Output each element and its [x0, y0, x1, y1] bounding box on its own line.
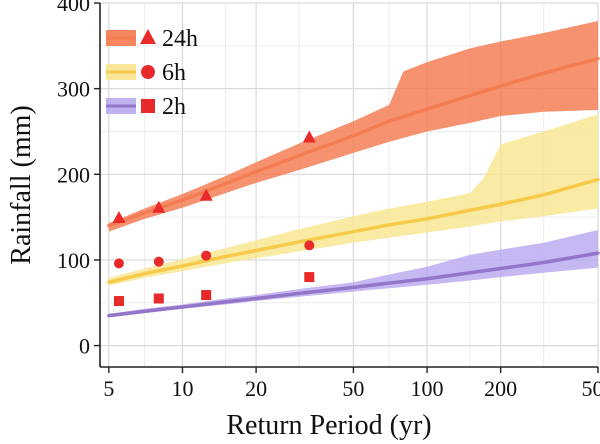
- y-tick-label: 200: [57, 162, 90, 187]
- point-2h: [113, 296, 124, 307]
- x-tick-label: 10: [171, 376, 193, 401]
- x-axis-title: Return Period (yr): [226, 410, 431, 441]
- legend-marker-24h: [140, 29, 156, 44]
- point-6h: [153, 256, 164, 267]
- point-24h: [152, 200, 166, 213]
- legend-marker-6h: [141, 65, 155, 79]
- legend-label-2h: 2h: [162, 94, 186, 120]
- x-tick-label: 50: [342, 376, 364, 401]
- legend-marker-2h: [141, 99, 155, 113]
- line-6h: [107, 177, 600, 284]
- legend: 24h 6h 2h: [106, 26, 198, 120]
- point-6h: [304, 240, 315, 251]
- band-6h: [108, 114, 599, 286]
- point-2h: [304, 272, 315, 283]
- y-tick-label: 100: [57, 248, 90, 273]
- x-tick-label: 200: [484, 376, 517, 401]
- legend-label-6h: 6h: [162, 60, 186, 86]
- x-tick-label: 5: [103, 376, 114, 401]
- line-24h: [107, 56, 600, 228]
- x-tick-label: 100: [411, 376, 444, 401]
- y-axis-title: Rainfall (mm): [6, 105, 37, 264]
- y-tick-label: 300: [57, 77, 90, 102]
- point-6h: [201, 250, 212, 261]
- point-6h: [113, 258, 124, 269]
- band-24h: [108, 20, 599, 232]
- legend-label-24h: 24h: [162, 26, 198, 52]
- point-2h: [201, 290, 212, 301]
- y-tick-label: 400: [57, 0, 90, 16]
- x-tick-label: 20: [245, 376, 267, 401]
- point-24h: [199, 188, 213, 201]
- point-2h: [153, 293, 164, 304]
- y-tick-label: 0: [79, 334, 90, 359]
- x-tick-label: 500: [582, 376, 600, 401]
- series-group: [107, 20, 600, 318]
- plot-area: [100, 2, 600, 367]
- axes: 5 10 20 50 100 200 500 0 100 200 300 400: [57, 0, 600, 401]
- line-2h: [107, 251, 600, 318]
- point-24h: [302, 130, 316, 143]
- point-24h: [112, 210, 126, 223]
